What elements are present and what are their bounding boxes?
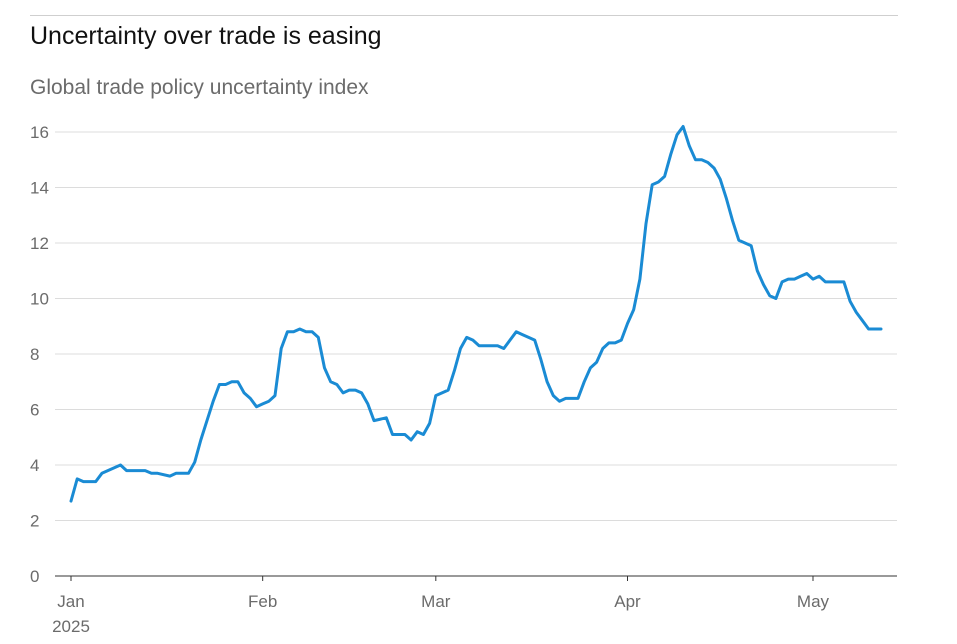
series-line-0 <box>69 125 883 503</box>
x-tick-label-jan: Jan <box>57 592 84 611</box>
y-tick-label-4: 4 <box>30 456 39 475</box>
chart-title: Uncertainty over trade is easing <box>30 22 382 50</box>
top-rule <box>30 15 898 16</box>
grid-lines <box>55 131 897 521</box>
y-tick-labels: 0 2 4 6 8 10 12 14 16 <box>30 123 49 586</box>
y-tick-label-16: 16 <box>30 123 49 142</box>
x-tick-label-feb: Feb <box>248 592 277 611</box>
chart-subtitle: Global trade policy uncertainty index <box>30 76 369 99</box>
y-tick-label-10: 10 <box>30 290 49 309</box>
x-axis: Jan 2025 Feb Mar Apr May <box>52 575 897 636</box>
x-tick-label-mar: Mar <box>421 592 451 611</box>
series-layer <box>69 125 883 503</box>
x-tick-label-may: May <box>797 592 830 611</box>
y-tick-label-0: 0 <box>30 567 39 586</box>
y-tick-label-12: 12 <box>30 234 49 253</box>
y-tick-label-14: 14 <box>30 179 49 198</box>
y-tick-label-6: 6 <box>30 401 39 420</box>
x-tick-sublabel-jan: 2025 <box>52 617 90 636</box>
x-tick-label-apr: Apr <box>614 592 641 611</box>
y-tick-label-2: 2 <box>30 512 39 531</box>
y-tick-label-8: 8 <box>30 345 39 364</box>
